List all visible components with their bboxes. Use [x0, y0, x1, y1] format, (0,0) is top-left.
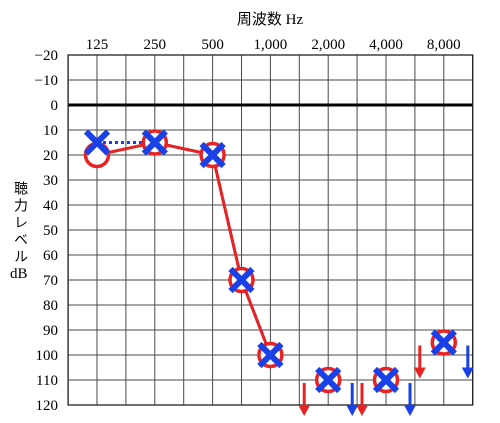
- x-tick-label: 125: [86, 37, 109, 53]
- cross-marker: [315, 366, 342, 394]
- series-1-scale-out-arrow: [404, 383, 416, 416]
- y-tick-label: 40: [43, 198, 58, 214]
- y-tick-label: 20: [43, 148, 58, 164]
- cross-marker: [141, 129, 168, 156]
- series-1-point: [83, 129, 111, 156]
- plot-border: [67, 54, 474, 406]
- series-1-point: [372, 366, 400, 394]
- cross-marker: [199, 141, 226, 169]
- x-tick-labels: 125 250 500 1,000 2,000 4,000 8,000: [86, 37, 461, 53]
- series-markers: [83, 129, 458, 394]
- y-axis-unit: dB: [10, 266, 28, 282]
- series-1-scale-out-arrow: [346, 383, 359, 416]
- x-tick-label: 500: [201, 37, 224, 53]
- y-tick-label: 110: [36, 373, 58, 389]
- series-1-scale-out-arrow: [461, 345, 474, 379]
- y-tick-label: −10: [35, 73, 58, 89]
- y-tick-label: 30: [43, 173, 58, 189]
- scale-out-arrows: [298, 345, 474, 416]
- series-1-point: [257, 341, 284, 369]
- arrow-head: [356, 405, 368, 416]
- x-tick-label: 4,000: [369, 37, 403, 53]
- arrow-head: [346, 405, 359, 416]
- series-1-point: [430, 329, 457, 356]
- series-0-scale-out-arrow: [298, 383, 311, 416]
- cross-marker: [372, 366, 400, 394]
- arrow-head: [298, 405, 311, 416]
- y-tick-label: 60: [43, 248, 58, 264]
- y-tick-label: 0: [51, 98, 59, 114]
- x-tick-label: 1,000: [254, 37, 288, 53]
- series-1-point: [141, 129, 168, 156]
- y-axis-label: 聴力レベル: [12, 181, 28, 266]
- cross-marker: [257, 341, 284, 369]
- x-tick-label: 250: [144, 37, 167, 53]
- series-1-point: [315, 366, 342, 394]
- series-0-scale-out-arrow: [413, 345, 426, 379]
- cross-marker: [83, 129, 111, 156]
- series-1-point: [199, 141, 226, 169]
- y-tick-label: 50: [43, 223, 58, 239]
- y-tick-label: 70: [43, 273, 58, 289]
- cross-marker: [228, 266, 255, 294]
- x-tick-label: 8,000: [427, 37, 461, 53]
- arrow-head: [404, 405, 416, 416]
- y-tick-label: 90: [43, 323, 58, 339]
- y-tick-label: 120: [36, 398, 59, 414]
- y-tick-label: 80: [43, 298, 58, 314]
- chart-title: 周波数 Hz: [237, 11, 304, 28]
- y-tick-label: −20: [35, 48, 58, 64]
- series-0-scale-out-arrow: [356, 383, 368, 416]
- arrow-head: [413, 367, 426, 379]
- cross-marker: [430, 329, 457, 356]
- series-1-point: [228, 266, 255, 294]
- y-tick-label: 10: [43, 123, 58, 139]
- y-tick-label: 100: [36, 348, 59, 364]
- y-tick-labels: −20 −10 0 10 20 30 40 50 60 70 80 90 100 110 120: [35, 48, 58, 414]
- arrow-head: [461, 367, 474, 379]
- x-tick-label: 2,000: [311, 37, 345, 53]
